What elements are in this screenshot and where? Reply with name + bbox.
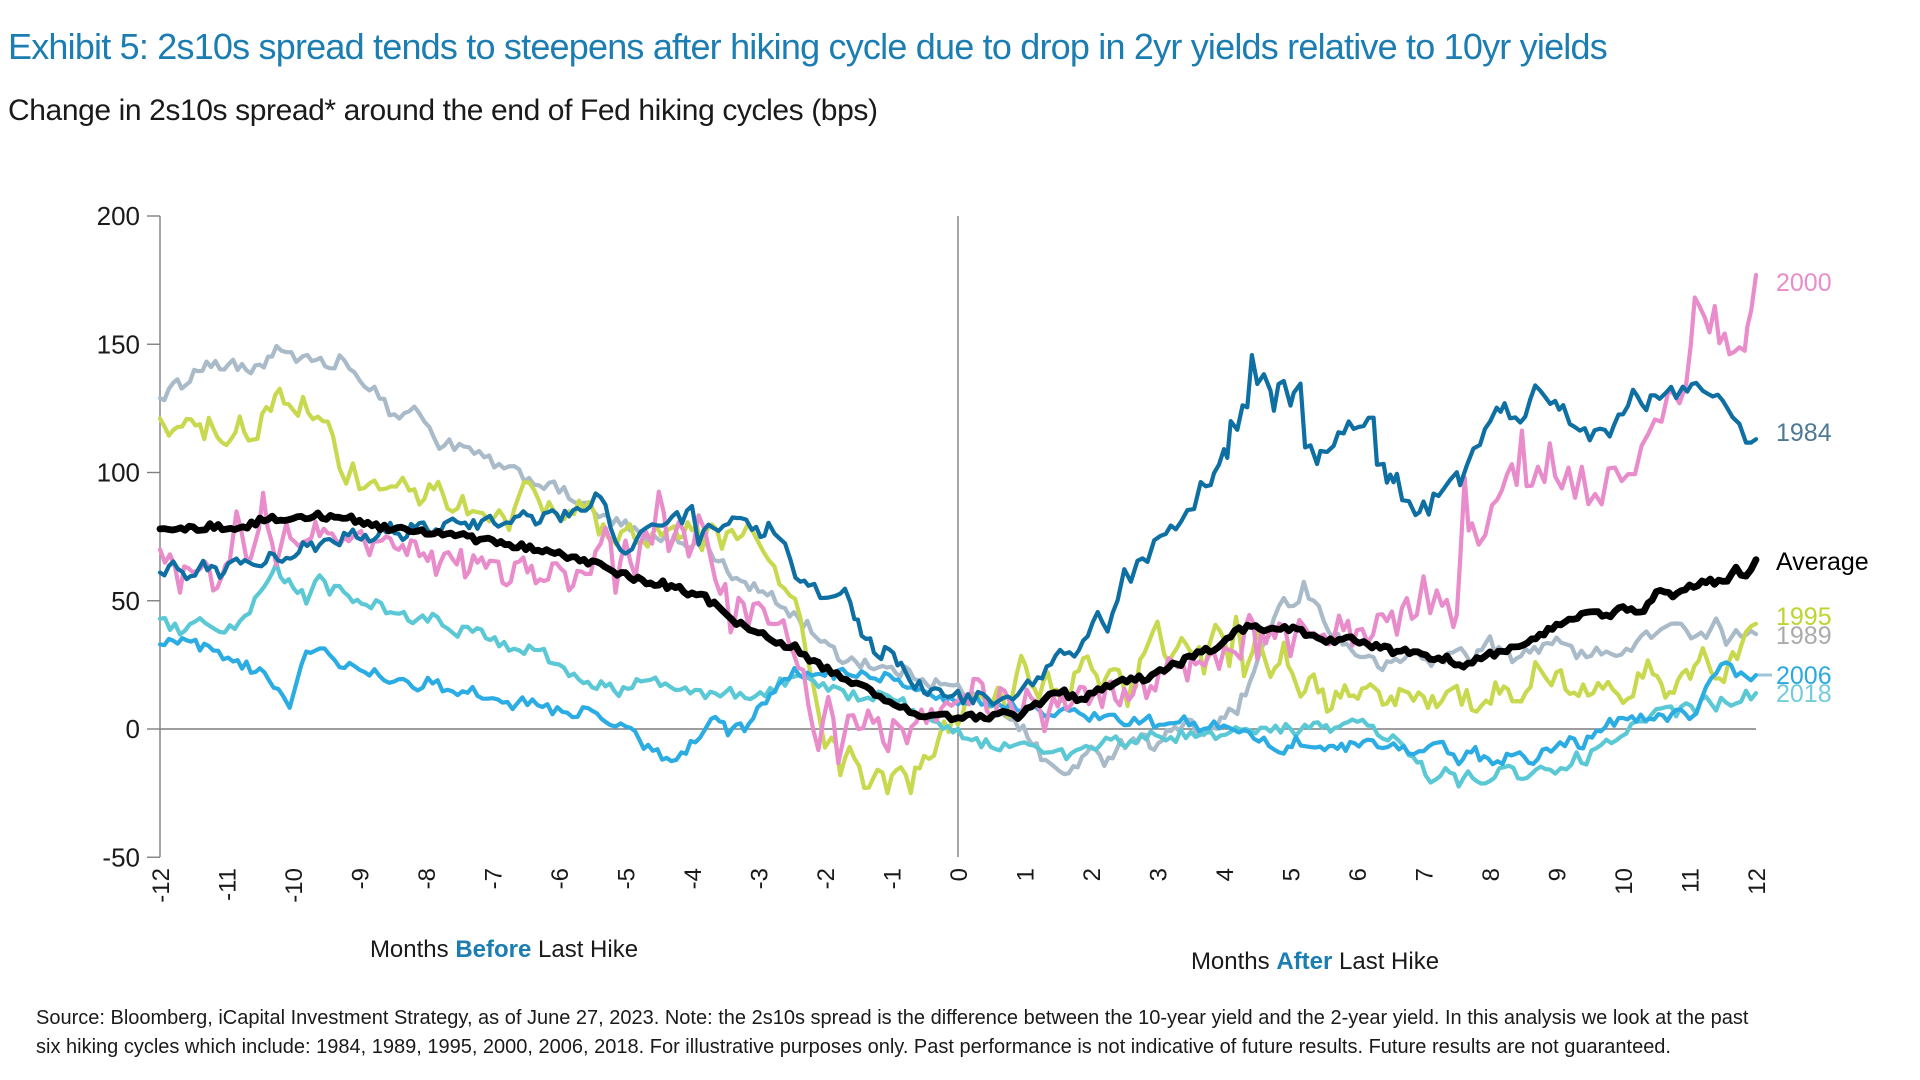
x-tick-label: 11 <box>1678 868 1705 893</box>
x-tick-label: 0 <box>946 868 973 881</box>
caption-after-lead: Months <box>1190 948 1277 975</box>
x-tick-label: 2 <box>1079 868 1106 881</box>
series-label-1989: 1989 <box>1776 622 1832 650</box>
x-tick-label: -10 <box>281 868 308 903</box>
y-tick-label: -50 <box>102 842 140 872</box>
series-label-2000: 2000 <box>1776 269 1832 297</box>
caption-after-emphasis: After <box>1276 948 1333 975</box>
x-tick-label: -2 <box>813 868 840 889</box>
x-tick-label: -12 <box>148 868 175 903</box>
series-label-average: Average <box>1776 548 1869 576</box>
chart-subtitle: Change in 2s10s spread* around the end o… <box>8 94 878 127</box>
source-note-line2: six hiking cycles which include: 1984, 1… <box>36 1036 1671 1058</box>
chart-title: Exhibit 5: 2s10s spread tends to steepen… <box>8 26 1608 67</box>
series-line-2018 <box>157 561 1759 789</box>
source-note-line1: Source: Bloomberg, iCapital Investment S… <box>36 1007 1749 1029</box>
x-tick-label: -7 <box>481 868 508 889</box>
series-line-1984 <box>157 353 1759 707</box>
x-tick-label: -4 <box>680 868 707 889</box>
x-tick-label: -3 <box>747 868 774 889</box>
series-label-1995: 1995 <box>1776 603 1832 631</box>
x-tick-label: 4 <box>1212 868 1239 881</box>
source-note: Source: Bloomberg, iCapital Investment S… <box>36 1004 1748 1062</box>
y-tick-label: 200 <box>97 201 140 231</box>
y-tick-label: 50 <box>111 586 140 616</box>
x-tick-label: -5 <box>614 868 641 889</box>
x-tick-label: 9 <box>1545 868 1572 881</box>
series-label-2018: 2018 <box>1776 680 1832 708</box>
caption-after-tail: Last Hike <box>1332 948 1440 975</box>
series-line-average <box>156 509 1760 724</box>
series-line-2000 <box>157 272 1759 766</box>
x-tick-label: 7 <box>1412 868 1439 881</box>
x-tick-label: -11 <box>215 868 242 901</box>
y-tick-label: 100 <box>97 458 140 488</box>
series-line-1989 <box>157 343 1759 777</box>
caption-before-lead: Months <box>369 936 456 963</box>
x-tick-label: 6 <box>1345 868 1372 881</box>
y-tick-label: 150 <box>97 329 140 359</box>
x-tick-label: -8 <box>414 868 441 889</box>
x-tick-label: 8 <box>1478 868 1505 881</box>
caption-before-emphasis: Before <box>455 936 532 963</box>
x-axis-caption-after: Months After Last Hike <box>1085 948 1545 976</box>
x-tick-label: 10 <box>1611 868 1638 895</box>
series-label-2006: 2006 <box>1776 662 1832 690</box>
x-axis-caption-before: Months Before Last Hike <box>274 936 734 964</box>
x-tick-label: 1 <box>1013 868 1040 881</box>
x-tick-label: 3 <box>1146 868 1173 881</box>
y-tick-label: 0 <box>126 714 140 744</box>
x-tick-label: -1 <box>880 868 907 889</box>
caption-before-tail: Last Hike <box>531 936 639 963</box>
x-tick-label: -6 <box>547 868 574 889</box>
x-tick-label: -9 <box>348 868 375 889</box>
x-tick-label: 12 <box>1744 868 1771 895</box>
x-tick-label: 5 <box>1279 868 1306 881</box>
series-label-1984: 1984 <box>1776 419 1832 447</box>
